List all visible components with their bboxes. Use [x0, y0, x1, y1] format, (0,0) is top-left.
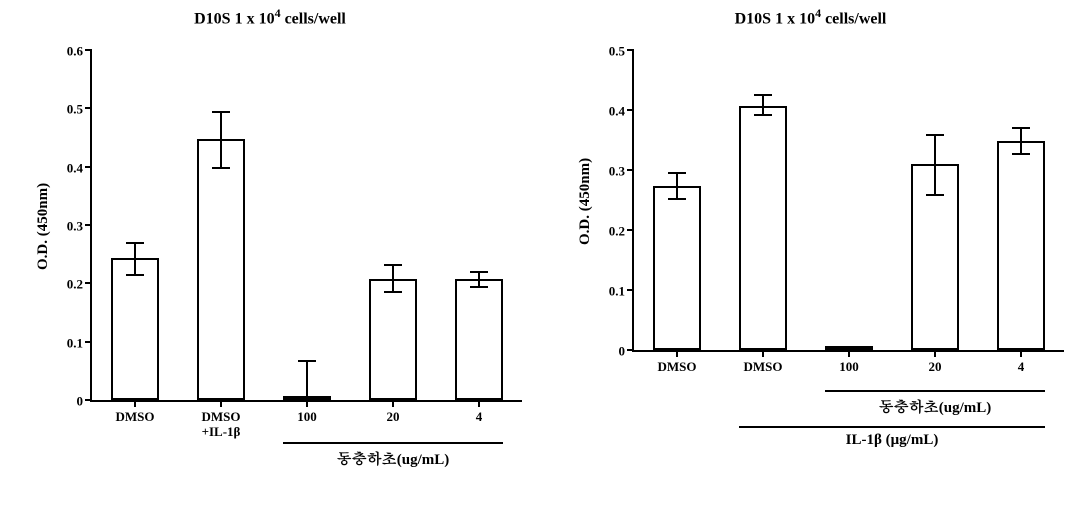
panel-right: D10S 1 x 104 cells/wellDMSODMSO100204동충하…: [540, 0, 1081, 508]
y-tick-label: 0.6: [48, 44, 83, 57]
error-cap-bottom: [212, 167, 230, 169]
x-tick-label: DMSO +IL-1β: [202, 410, 241, 440]
y-tick-mark: [627, 229, 634, 231]
error-bar: [134, 242, 136, 275]
error-cap-bottom: [384, 291, 402, 293]
error-cap-top: [754, 94, 772, 96]
y-tick-label: 0.2: [48, 277, 83, 290]
y-tick-mark: [85, 399, 92, 401]
x-tick-mark: [306, 400, 308, 407]
error-cap-top: [1012, 127, 1030, 129]
x-tick-mark: [848, 350, 850, 357]
y-tick-mark: [85, 107, 92, 109]
x-tick-label: 100: [297, 410, 317, 425]
error-bar: [1020, 127, 1022, 153]
error-bar: [306, 360, 308, 396]
plot-area: DMSODMSO100204동충하초(ug/mL)IL-1β (μg/mL): [632, 50, 1064, 352]
y-tick-label: 0.5: [590, 44, 625, 57]
bar-100: [283, 396, 330, 400]
x-tick-mark: [478, 400, 480, 407]
y-tick-mark: [85, 341, 92, 343]
x-tick-mark: [1020, 350, 1022, 357]
bar-4: [455, 279, 502, 400]
error-bar: [676, 172, 678, 200]
y-tick-mark: [85, 282, 92, 284]
chart-title: D10S 1 x 104 cells/well: [540, 6, 1081, 28]
plot-area: DMSODMSO +IL-1β100204동충하초(ug/mL): [90, 50, 522, 402]
y-tick-mark: [85, 166, 92, 168]
x-tick-label: 20: [387, 410, 400, 425]
figure: D10S 1 x 104 cells/wellDMSODMSO +IL-1β10…: [0, 0, 1081, 508]
y-tick-label: 0.4: [48, 160, 83, 173]
bar-4: [997, 141, 1044, 350]
group-cordyceps-label: 동충하초(ug/mL): [879, 396, 992, 417]
bar-dmso: [111, 258, 158, 400]
x-tick-label: 20: [929, 360, 942, 375]
group-il1b-line: [739, 426, 1044, 428]
y-tick-label: 0.3: [48, 219, 83, 232]
x-tick-label: 100: [839, 360, 859, 375]
y-tick-label: 0.1: [48, 335, 83, 348]
y-tick-label: 0.1: [590, 284, 625, 297]
group-il1b-label: IL-1β (μg/mL): [846, 432, 939, 449]
error-cap-bottom: [926, 194, 944, 196]
error-bar: [220, 111, 222, 168]
error-cap-top: [470, 271, 488, 273]
y-tick-mark: [627, 109, 634, 111]
chart-title: D10S 1 x 104 cells/well: [0, 6, 540, 28]
y-tick-mark: [85, 49, 92, 51]
x-tick-label: DMSO: [658, 360, 697, 375]
y-tick-mark: [627, 169, 634, 171]
y-tick-label: 0.5: [48, 102, 83, 115]
y-tick-label: 0.4: [590, 104, 625, 117]
error-cap-bottom: [754, 114, 772, 116]
group-cordyceps-line: [825, 390, 1044, 392]
x-tick-mark: [762, 350, 764, 357]
group-cordyceps-label: 동충하초(ug/mL): [337, 448, 450, 469]
bar-20: [369, 279, 416, 400]
y-tick-mark: [627, 49, 634, 51]
x-tick-label: DMSO: [116, 410, 155, 425]
error-cap-bottom: [126, 274, 144, 276]
y-tick-label: 0: [48, 394, 83, 407]
x-tick-mark: [676, 350, 678, 357]
error-cap-top: [668, 172, 686, 174]
x-tick-label: 4: [476, 410, 483, 425]
error-bar: [762, 94, 764, 115]
bar-dmso-il1b: [197, 139, 244, 400]
error-cap-top: [126, 242, 144, 244]
error-cap-top: [384, 264, 402, 266]
error-cap-bottom: [470, 286, 488, 288]
x-tick-mark: [392, 400, 394, 407]
error-cap-top: [298, 360, 316, 362]
x-tick-label: DMSO: [744, 360, 783, 375]
error-bar: [934, 134, 936, 195]
error-bar: [392, 264, 394, 292]
error-bar: [478, 271, 480, 287]
error-cap-top: [212, 111, 230, 113]
y-tick-label: 0: [590, 344, 625, 357]
y-tick-mark: [627, 349, 634, 351]
group-cordyceps-line: [283, 442, 502, 444]
bar-dmso-il1b: [739, 106, 786, 350]
panel-left: D10S 1 x 104 cells/wellDMSODMSO +IL-1β10…: [0, 0, 540, 508]
error-cap-bottom: [668, 198, 686, 200]
y-tick-label: 0.2: [590, 224, 625, 237]
error-cap-top: [926, 134, 944, 136]
error-cap-bottom: [1012, 153, 1030, 155]
bar-dmso: [653, 186, 700, 350]
x-tick-mark: [934, 350, 936, 357]
y-tick-label: 0.3: [590, 164, 625, 177]
error-cap-top: [840, 346, 858, 348]
y-tick-mark: [85, 224, 92, 226]
x-tick-mark: [220, 400, 222, 407]
x-tick-mark: [134, 400, 136, 407]
y-tick-mark: [627, 289, 634, 291]
x-tick-label: 4: [1018, 360, 1025, 375]
